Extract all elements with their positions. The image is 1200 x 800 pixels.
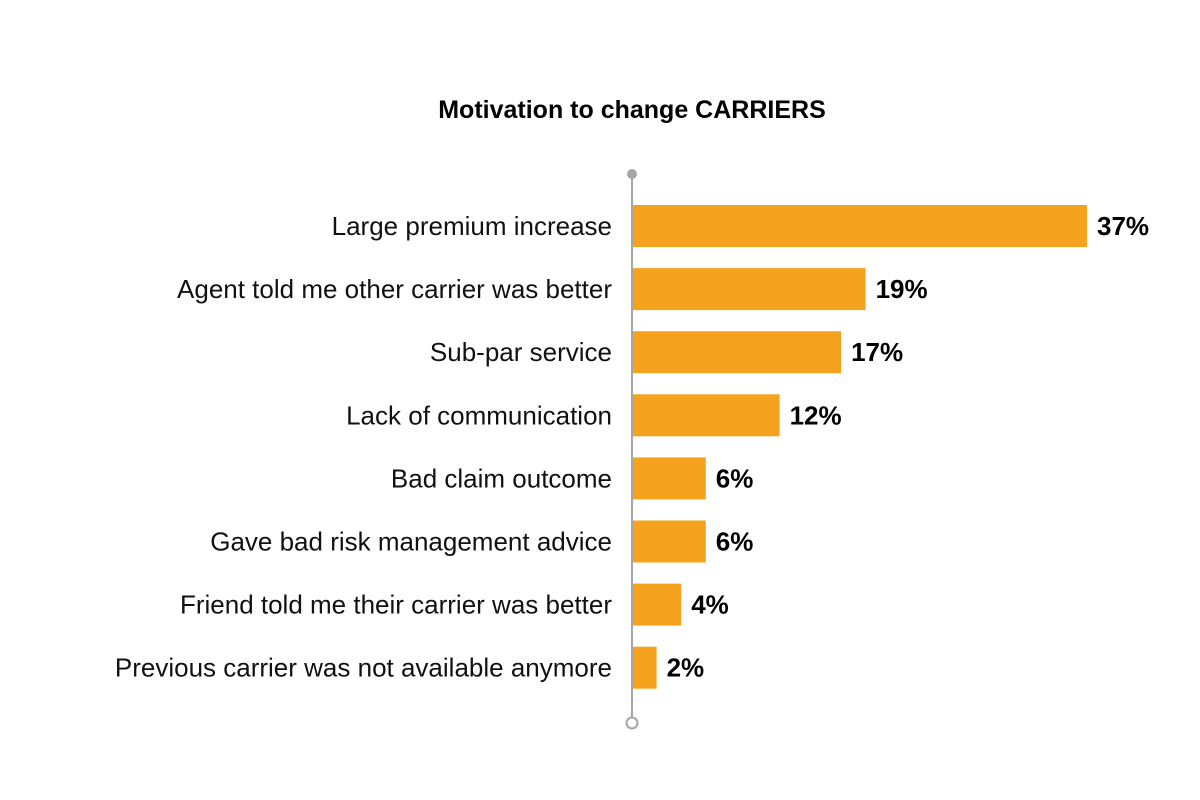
- value-label: 6%: [716, 463, 754, 493]
- bar-2: [632, 268, 866, 311]
- category-label: Previous carrier was not available anymo…: [115, 653, 612, 683]
- value-label: 12%: [790, 400, 842, 430]
- value-label: 2%: [667, 653, 705, 683]
- category-label: Lack of communication: [346, 400, 612, 430]
- value-label: 6%: [716, 527, 754, 557]
- category-label: Large premium increase: [332, 211, 612, 241]
- value-label: 17%: [851, 337, 903, 367]
- bar-4: [632, 394, 780, 437]
- bar-1: [632, 205, 1087, 247]
- category-label: Sub-par service: [430, 337, 612, 367]
- value-label: 19%: [876, 274, 928, 304]
- category-label: Agent told me other carrier was better: [177, 274, 612, 304]
- bar-5: [632, 457, 706, 500]
- axis-top-marker: [627, 169, 637, 179]
- bar-3: [632, 331, 842, 374]
- value-label: 4%: [691, 590, 729, 620]
- bar-7: [632, 583, 682, 626]
- bar-6: [632, 520, 706, 563]
- bars-layer: [632, 205, 1087, 689]
- axis-bottom-marker: [625, 716, 639, 730]
- category-label: Bad claim outcome: [391, 463, 612, 493]
- axis-layer: [625, 169, 639, 730]
- labels-layer: Large premium increase 37% Agent told me o…: [115, 211, 1149, 683]
- category-label: Gave bad risk management advice: [210, 527, 612, 557]
- bar-8: [632, 646, 657, 689]
- category-label: Friend told me their carrier was better: [180, 590, 612, 620]
- value-label: 37%: [1097, 211, 1149, 241]
- chart-title: Motivation to change CARRIERS: [438, 96, 826, 124]
